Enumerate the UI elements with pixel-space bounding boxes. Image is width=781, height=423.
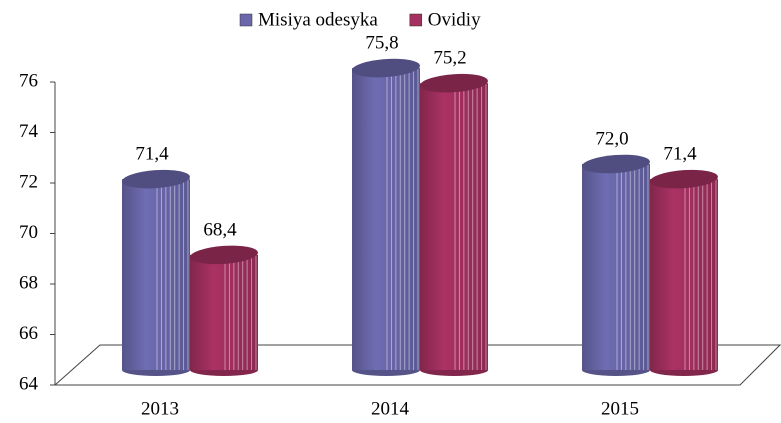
- legend-label: Ovidiy: [428, 9, 481, 30]
- floor: [53, 344, 781, 386]
- legend-swatch: [239, 13, 253, 27]
- bar-top: [420, 73, 488, 93]
- x-tick-label: 2014: [371, 398, 410, 419]
- bar-group: [582, 154, 650, 376]
- bar: [122, 179, 190, 370]
- value-label: 75,2: [433, 48, 466, 69]
- x-tick-label: 2015: [601, 398, 639, 419]
- bar-group: [122, 169, 190, 376]
- y-tick-label: 64: [19, 373, 39, 394]
- y-tick-label: 74: [19, 121, 39, 142]
- bar-top: [352, 58, 420, 78]
- bar-top: [582, 154, 650, 174]
- bar: [650, 179, 718, 370]
- bar-top: [122, 169, 190, 189]
- legend-swatch: [409, 13, 423, 27]
- legend-label: Misiya odesyka: [258, 9, 378, 30]
- bar-group: [352, 58, 420, 376]
- bar: [190, 254, 258, 370]
- value-label: 68,4: [203, 219, 237, 240]
- bar-group: [190, 245, 258, 376]
- bar-group: [650, 169, 718, 376]
- bar: [420, 83, 488, 370]
- y-tick-label: 68: [19, 272, 38, 293]
- y-tick-label: 76: [19, 70, 38, 91]
- bar: [352, 68, 420, 371]
- value-label: 72,0: [595, 128, 628, 149]
- value-label: 71,4: [663, 144, 697, 165]
- bar: [582, 164, 650, 370]
- bar-group: [420, 73, 488, 376]
- y-tick-label: 66: [19, 323, 38, 344]
- y-tick-label: 70: [19, 222, 38, 243]
- bar-top: [190, 245, 258, 265]
- x-tick-label: 2013: [141, 398, 179, 419]
- value-label: 75,8: [365, 32, 398, 53]
- y-tick-label: 72: [19, 171, 38, 192]
- value-label: 71,4: [135, 144, 169, 165]
- bar-top: [650, 169, 718, 189]
